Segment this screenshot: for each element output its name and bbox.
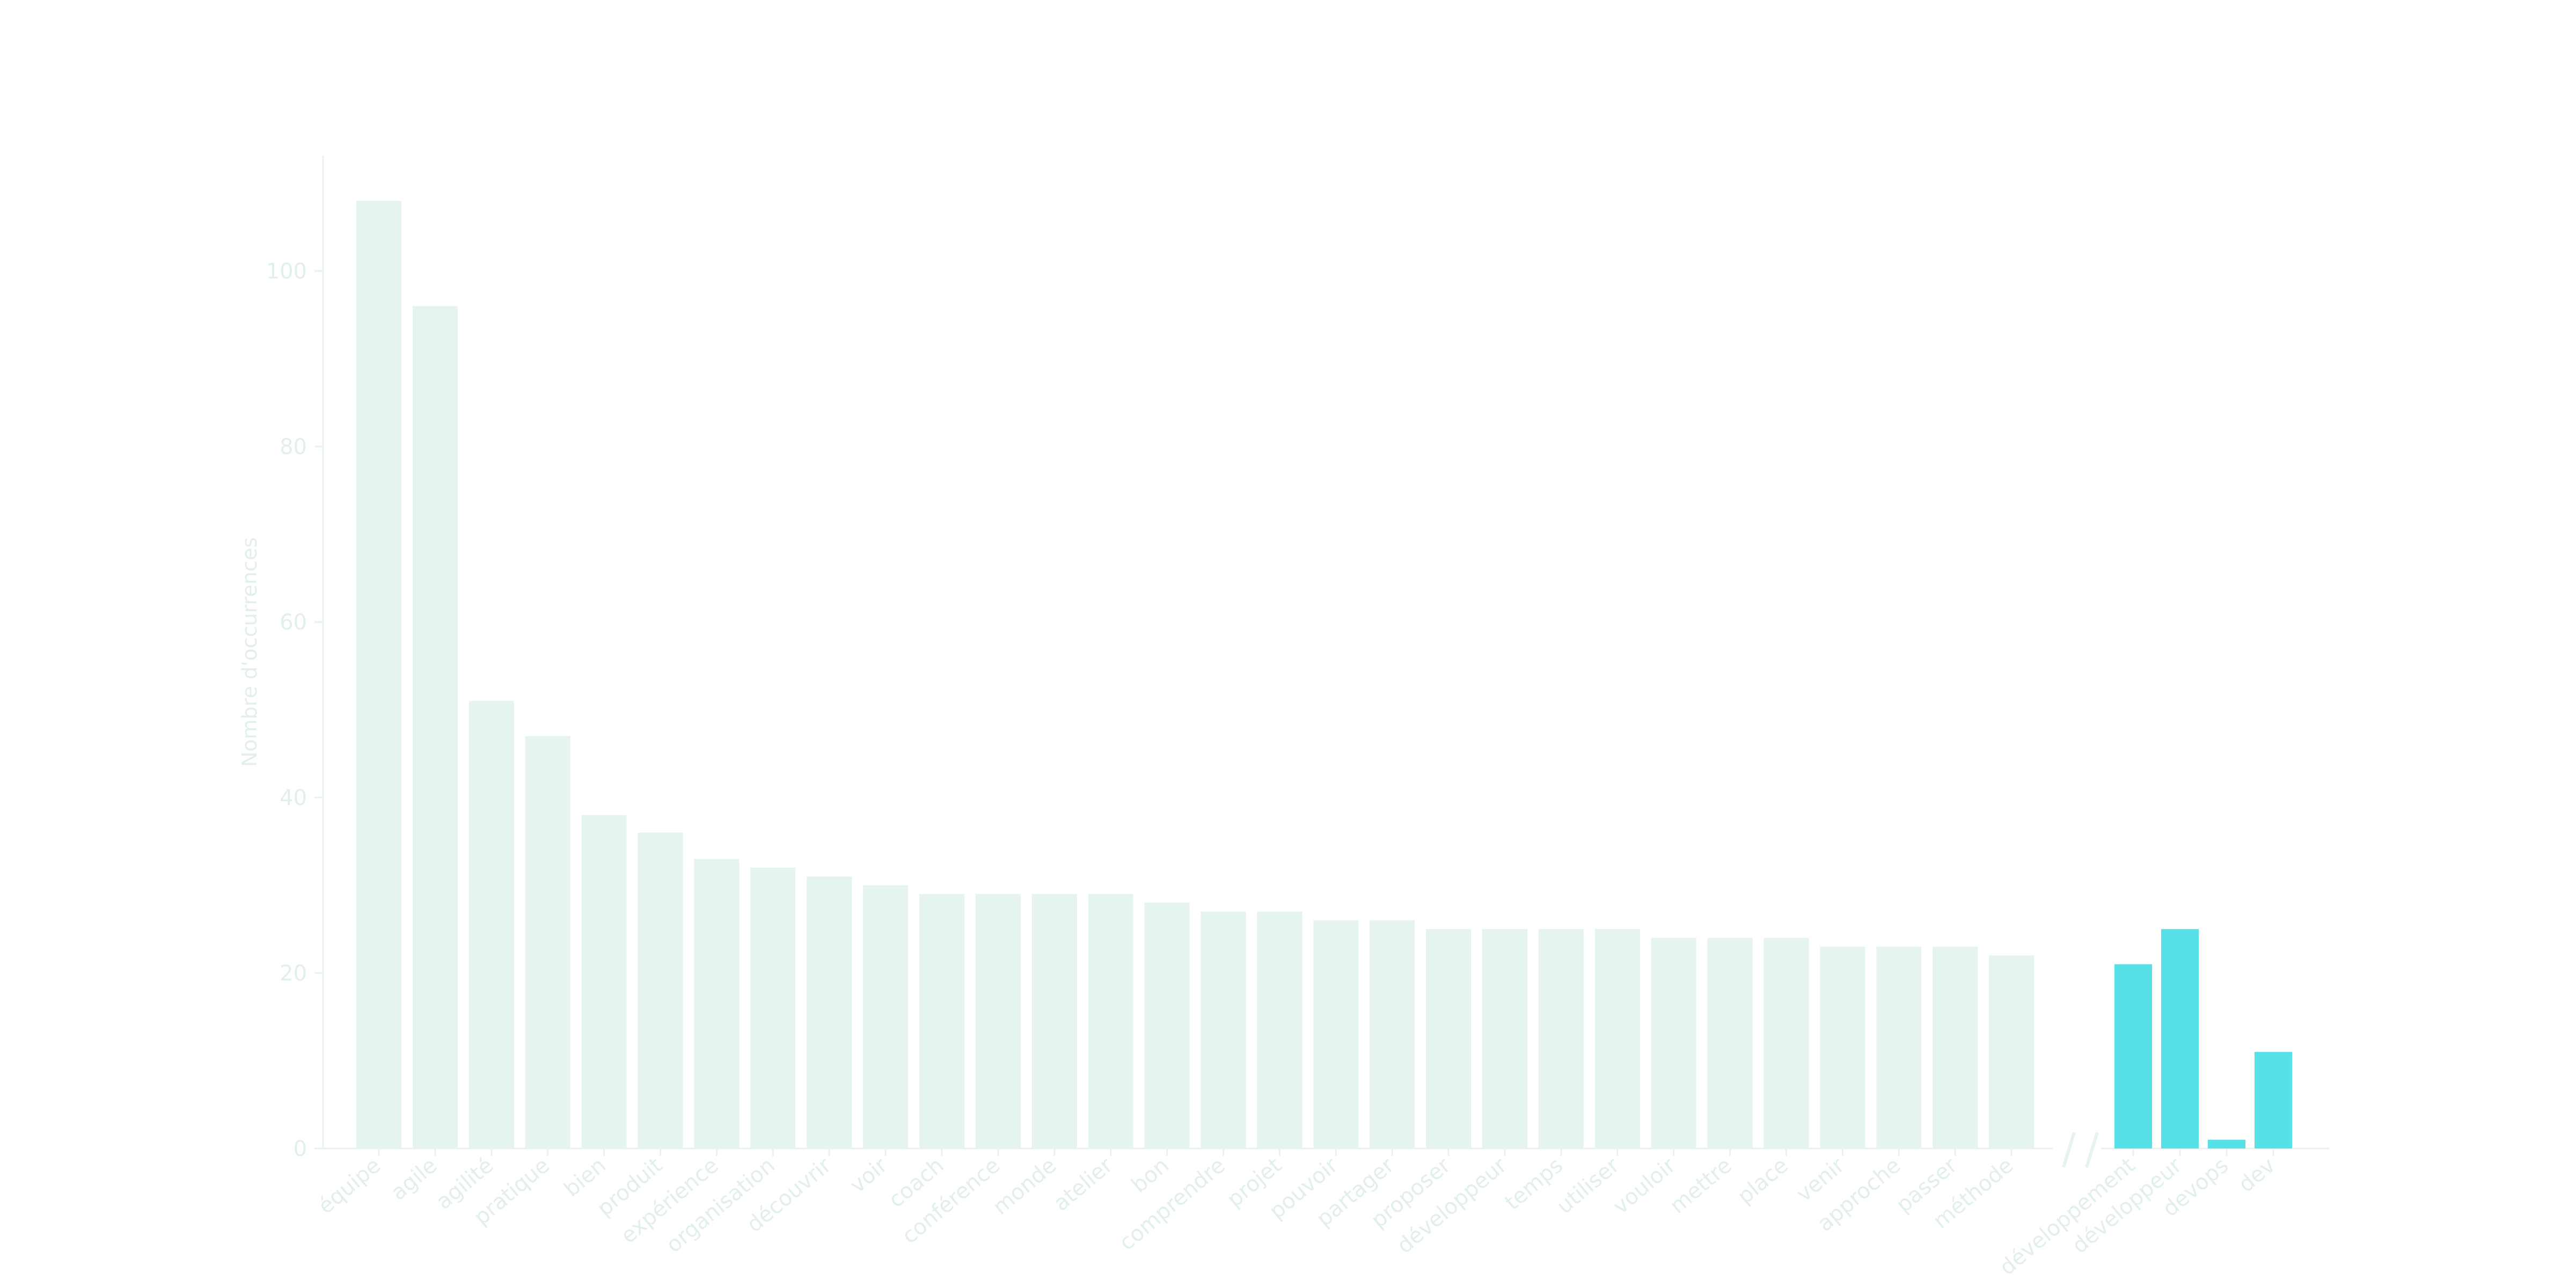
x-tick-label: équipe: [313, 1153, 385, 1219]
bar-temps: [1538, 929, 1584, 1148]
bar-bon: [1144, 903, 1190, 1148]
bar-découvrir: [807, 876, 852, 1148]
y-tick-label: 20: [280, 961, 307, 986]
x-tick-label: comprendre: [1115, 1153, 1230, 1255]
x-tick-label: bon: [1127, 1153, 1174, 1198]
bar-pratique: [525, 736, 570, 1148]
y-tick-label: 40: [280, 786, 307, 810]
x-tick-label: monde: [988, 1153, 1061, 1219]
break-slash-2: [2085, 1132, 2099, 1168]
y-axis-title: Nombre d'occurrences: [238, 537, 261, 767]
bar-vouloir: [1651, 938, 1696, 1148]
bar-projet: [1257, 911, 1302, 1148]
x-tick-label: mettre: [1665, 1153, 1737, 1218]
bar-équipe: [356, 201, 401, 1149]
break-slash-1: [2062, 1132, 2076, 1168]
bar-devops: [2208, 1139, 2245, 1148]
y-tick-label: 60: [280, 610, 307, 635]
bar-produit: [638, 832, 683, 1148]
x-tick-label: atelier: [1049, 1153, 1117, 1216]
y-tick-label: 100: [266, 259, 307, 284]
bar-passer: [1933, 946, 1978, 1148]
axis-break-mark: [2062, 1132, 2099, 1168]
bar-coach: [919, 894, 964, 1148]
x-tick-label: utiliser: [1552, 1153, 1624, 1219]
x-tick-label: place: [1733, 1153, 1793, 1209]
bar-développeur: [2161, 929, 2199, 1148]
y-tick-label: 80: [280, 435, 307, 459]
bar-comprendre: [1201, 911, 1246, 1148]
bar-mettre: [1707, 938, 1753, 1148]
bar-expérience: [694, 859, 740, 1148]
bar-utiliser: [1594, 929, 1640, 1148]
y-tick-label: 0: [294, 1137, 307, 1161]
x-tick-label: dev: [2234, 1153, 2280, 1197]
bar-développement: [2114, 964, 2152, 1148]
bar-agilité: [469, 701, 514, 1148]
bar-voir: [863, 885, 909, 1148]
bar-bien: [581, 815, 627, 1148]
bar-pouvoir: [1313, 920, 1359, 1148]
bar-monde: [1031, 894, 1077, 1148]
x-tick-label: vouloir: [1608, 1153, 1681, 1219]
y-axis: 0 20 40 60 80 100: [266, 156, 324, 1161]
bar-venir: [1820, 946, 1865, 1148]
bar-agile: [412, 306, 458, 1148]
bars: [356, 201, 2292, 1149]
bar-proposer: [1426, 929, 1472, 1148]
bar-partager: [1370, 920, 1415, 1148]
bar-conférence: [975, 894, 1021, 1148]
bar-organisation: [750, 867, 796, 1148]
bar-méthode: [1989, 955, 2035, 1148]
bar-dev: [2255, 1052, 2292, 1148]
x-tick-label: voir: [845, 1153, 892, 1198]
bar-place: [1763, 938, 1809, 1148]
bar-approche: [1876, 946, 1922, 1148]
bar-atelier: [1088, 894, 1133, 1148]
bar-développeur: [1482, 929, 1527, 1148]
